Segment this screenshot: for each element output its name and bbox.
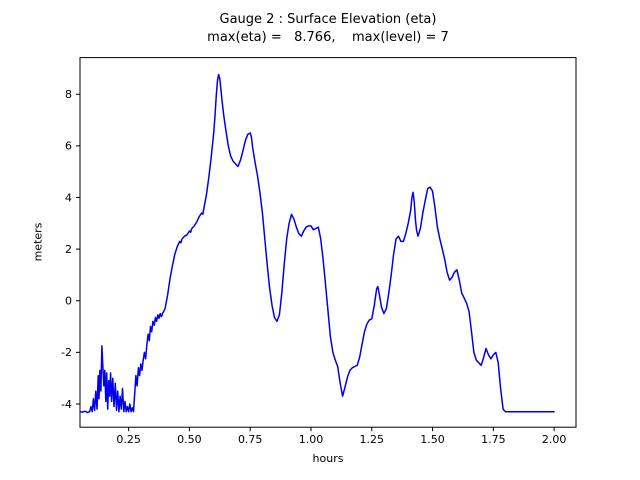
x-tick-label: 1.25 (360, 433, 385, 446)
y-tick-label: 0 (65, 295, 72, 308)
y-tick-label: 6 (65, 140, 72, 153)
y-tick-label: -2 (61, 346, 72, 359)
x-tick-label: 0.50 (177, 433, 202, 446)
x-tick-label: 0.75 (238, 433, 263, 446)
x-tick-label: 1.50 (420, 433, 445, 446)
y-tick-label: 8 (65, 88, 72, 101)
chart-subtitle: max(eta) = 8.766, max(level) = 7 (207, 30, 449, 45)
x-tick-label: 1.75 (481, 433, 506, 446)
eta-line (79, 73, 555, 414)
axes-frame (79, 57, 577, 428)
x-tick-label: 2.00 (542, 433, 567, 446)
y-tick-label: -4 (61, 398, 72, 411)
y-tick-label: 4 (65, 191, 72, 204)
y-tick-label: 2 (65, 243, 72, 256)
x-axis-label: hours (312, 452, 344, 465)
chart-title: Gauge 2 : Surface Elevation (eta) (219, 12, 437, 27)
x-tick-label: 0.25 (116, 433, 141, 446)
x-tick-label: 1.00 (299, 433, 324, 446)
